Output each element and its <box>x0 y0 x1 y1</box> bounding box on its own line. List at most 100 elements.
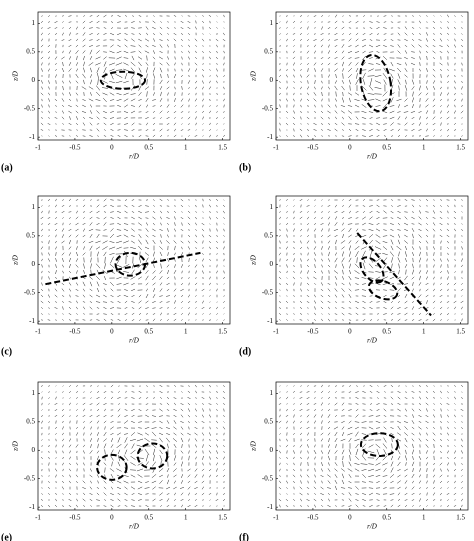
x-tick-label: -0.5 <box>69 514 81 522</box>
x-tick-label: 0 <box>348 328 352 336</box>
y-axis-label: z/D <box>250 441 258 452</box>
x-tick-label: 1 <box>184 514 188 522</box>
panel: -1 -0.5 0 0.5 1 1.5 1 0.5 0 -0.5 -1 r/D z/D (d) <box>239 195 469 357</box>
vortex-outline <box>367 279 399 301</box>
vector-field <box>278 198 464 322</box>
x-axis-label: r/D <box>129 153 139 161</box>
x-tick-label: -1 <box>273 328 279 336</box>
vortex-outline <box>114 251 147 277</box>
x-tick-label: 1.5 <box>218 144 227 152</box>
x-tick-label: -1 <box>273 144 279 152</box>
x-tick-label: -1 <box>35 328 41 336</box>
y-tick-label: 0 <box>270 76 274 84</box>
x-tick-label: 1 <box>422 328 426 336</box>
y-tick-label: 0.5 <box>26 231 35 239</box>
y-tick-label: 0.5 <box>26 417 35 425</box>
x-tick-label: -0.5 <box>69 328 81 336</box>
y-tick-label: 1 <box>32 203 36 211</box>
y-tick-label: -0.5 <box>24 104 36 112</box>
x-tick-label: -0.5 <box>307 144 319 152</box>
x-tick-label: -1 <box>35 144 41 152</box>
y-tick-label: 0 <box>32 76 36 84</box>
vortex-outline <box>96 453 128 481</box>
panel-label: (a) <box>1 162 13 173</box>
x-tick-label: 1.5 <box>218 514 227 522</box>
y-tick-label: 0 <box>32 260 36 268</box>
panel: -1 -0.5 0 0.5 1 1.5 1 0.5 0 -0.5 -1 r/D z/D (a) <box>1 11 231 173</box>
y-tick-label: 0 <box>270 260 274 268</box>
vortex-outline <box>359 432 399 457</box>
y-tick-label: 1 <box>270 389 274 397</box>
y-tick-label: -0.5 <box>262 288 274 296</box>
x-tick-label: 0.5 <box>144 514 153 522</box>
panel-label: (c) <box>1 346 12 357</box>
x-tick-label: -0.5 <box>69 144 81 152</box>
plot-frame <box>275 195 469 325</box>
x-tick-label: 0.5 <box>144 328 153 336</box>
y-tick-label: 0.5 <box>264 417 273 425</box>
panel: -1 -0.5 0 0.5 1 1.5 1 0.5 0 -0.5 -1 r/D z/D (f) <box>239 381 469 541</box>
y-axis-label: z/D <box>250 71 258 82</box>
plot-frame <box>275 11 469 141</box>
x-tick-label: 1 <box>422 144 426 152</box>
panel-label: (e) <box>1 532 12 541</box>
axis-outline <box>356 232 432 317</box>
x-tick-label: 0.5 <box>382 144 391 152</box>
x-tick-label: 0.5 <box>382 328 391 336</box>
panel-label: (d) <box>239 346 251 357</box>
y-tick-label: -0.5 <box>24 474 36 482</box>
y-tick-label: -1 <box>29 133 35 141</box>
y-tick-label: 1 <box>270 19 274 27</box>
y-tick-label: -1 <box>267 133 273 141</box>
x-tick-label: 0.5 <box>382 514 391 522</box>
x-tick-label: 0 <box>348 144 352 152</box>
vector-field <box>40 384 226 508</box>
panel: -1 -0.5 0 0.5 1 1.5 1 0.5 0 -0.5 -1 r/D z/D (b) <box>239 11 469 173</box>
vortex-outline <box>99 70 147 90</box>
x-tick-label: 0 <box>348 514 352 522</box>
panel: -1 -0.5 0 0.5 1 1.5 1 0.5 0 -0.5 -1 r/D z/D (e) <box>1 381 231 541</box>
x-tick-label: -1 <box>35 514 41 522</box>
y-tick-label: 0 <box>270 446 274 454</box>
y-tick-label: -1 <box>29 503 35 511</box>
panel: -1 -0.5 0 0.5 1 1.5 1 0.5 0 -0.5 -1 r/D z/D (c) <box>1 195 231 357</box>
x-tick-label: 1 <box>184 144 188 152</box>
x-tick-label: 1 <box>184 328 188 336</box>
axis-outline <box>45 251 201 286</box>
plot-frame <box>37 11 231 141</box>
panel-label: (f) <box>239 532 249 541</box>
x-tick-label: 1.5 <box>456 144 465 152</box>
x-axis-label: r/D <box>129 337 139 345</box>
x-tick-label: -0.5 <box>307 328 319 336</box>
x-tick-label: -0.5 <box>307 514 319 522</box>
y-tick-label: 0 <box>32 446 36 454</box>
x-tick-label: 1 <box>422 514 426 522</box>
y-tick-label: 1 <box>32 389 36 397</box>
x-tick-label: 1.5 <box>218 328 227 336</box>
y-tick-label: 1 <box>270 203 274 211</box>
x-axis-label: r/D <box>367 523 377 531</box>
x-tick-label: 0.5 <box>144 144 153 152</box>
y-tick-label: 0.5 <box>26 47 35 55</box>
vector-field <box>279 14 464 138</box>
plot-frame <box>275 381 469 511</box>
y-tick-label: 0.5 <box>264 231 273 239</box>
y-tick-label: -1 <box>29 317 35 325</box>
x-axis-label: r/D <box>367 153 377 161</box>
y-tick-label: -0.5 <box>262 104 274 112</box>
x-tick-label: -1 <box>273 514 279 522</box>
x-axis-label: r/D <box>129 523 139 531</box>
x-axis-label: r/D <box>367 337 377 345</box>
y-axis-label: z/D <box>250 255 258 266</box>
vector-field <box>40 14 226 138</box>
y-tick-label: 1 <box>32 19 36 27</box>
plot-frame <box>37 195 231 325</box>
y-tick-label: 0.5 <box>264 47 273 55</box>
y-axis-label: z/D <box>12 255 20 266</box>
y-tick-label: -0.5 <box>262 474 274 482</box>
y-tick-label: -1 <box>267 503 273 511</box>
x-tick-label: 1.5 <box>456 328 465 336</box>
y-axis-label: z/D <box>12 71 20 82</box>
x-tick-label: 0 <box>110 144 114 152</box>
